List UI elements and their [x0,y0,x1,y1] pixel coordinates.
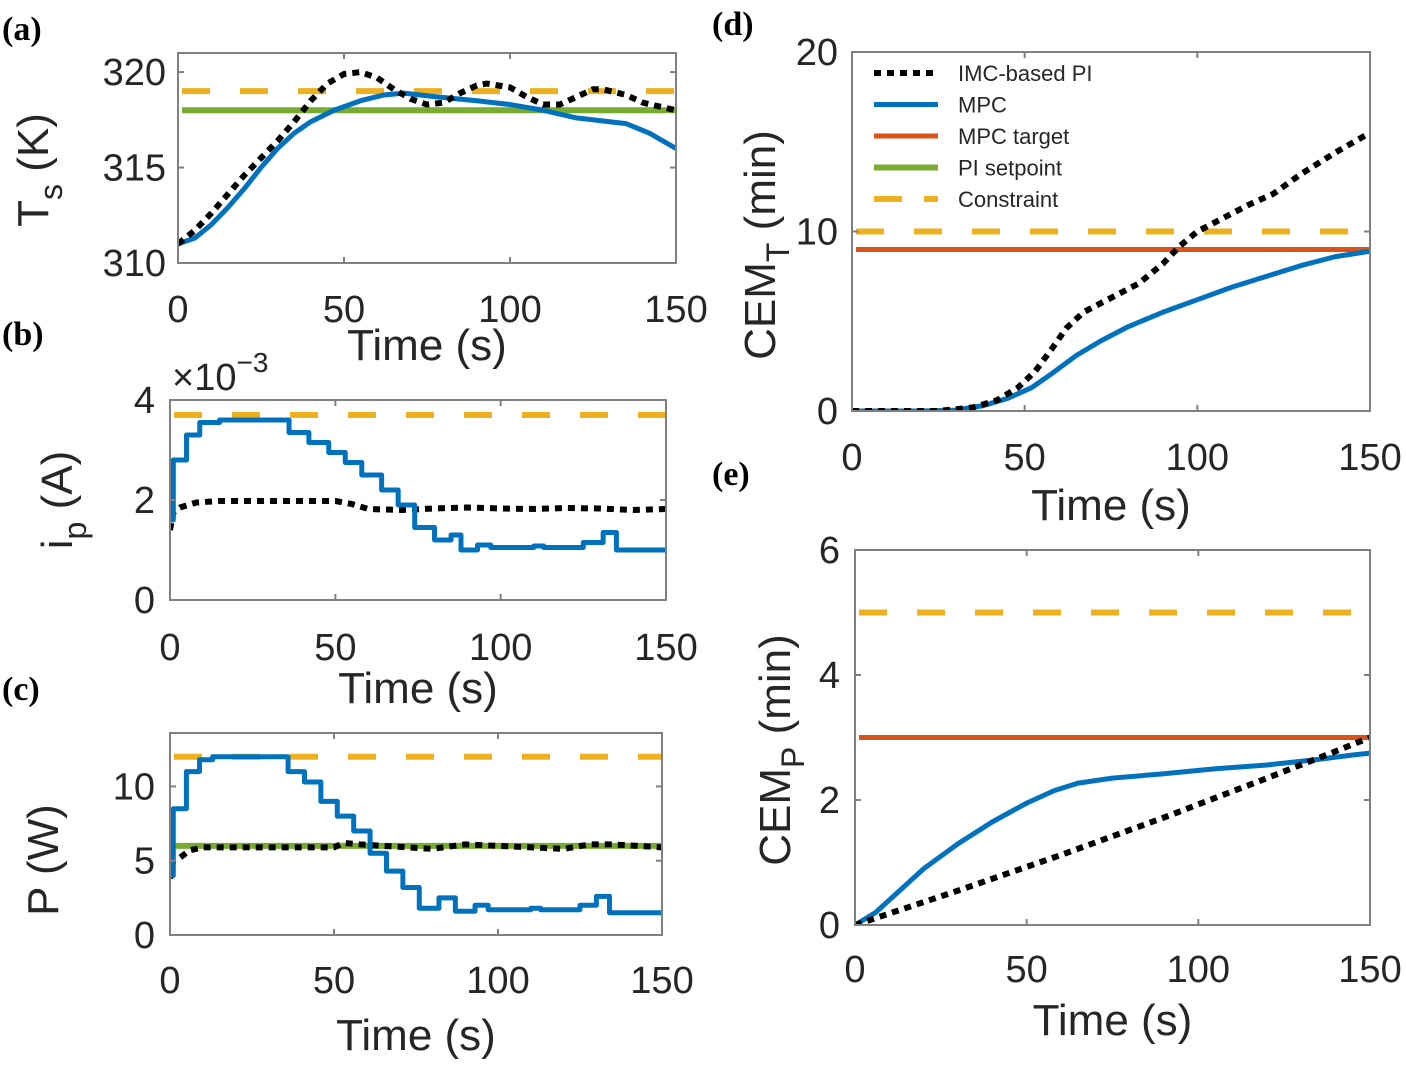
series-mpc [170,417,666,553]
panel-label: (a) [2,11,42,48]
y-tick-label: 10 [796,212,838,254]
x-tick-label: 0 [159,960,180,1002]
plot-area [170,753,662,916]
axis-multiplier: ×10−3 [172,347,268,399]
y-tick-label: 5 [134,841,155,883]
y-label-unit: (min) [751,634,800,746]
panel-c: (c) 0 50 100 150 0 5 10 Time (s) P (W) [2,671,694,1060]
x-axis-label: Time (s) [347,321,507,370]
y-label-main: i [33,539,82,549]
series-mpc [178,90,676,247]
x-tick-label: 50 [1006,949,1048,991]
x-axis-label: Time (s) [338,664,498,713]
series-imc-based-pi [855,734,1370,925]
panel-d: (d) 0 50 100 150 0 10 20 Time (s) CEMT (min) IMC-b… [712,6,1402,530]
x-tick-label: 150 [644,289,707,331]
x-tick-label: 100 [1166,437,1229,479]
y-tick-label: 320 [103,52,166,94]
y-tick-label: 0 [134,580,155,622]
panel-label: (c) [2,671,40,708]
x-tick-label: 100 [1167,949,1230,991]
y-axis-label: CEMT (min) [736,130,796,360]
y-tick-label: 6 [819,530,840,572]
series-imc-based-pi [170,498,666,531]
x-tick-label: 0 [841,437,862,479]
panel-e: (e) 0 50 100 150 0 2 4 6 Time (s) CEMP (min) [712,456,1402,1045]
multiplier-base: ×10 [172,357,236,399]
x-tick-label: 150 [1338,437,1401,479]
x-tick-label: 100 [466,960,529,1002]
series-mpc [170,754,662,916]
series-imc-based-pi [852,130,1370,411]
legend-entry: IMC-based PI [958,61,1093,86]
series-mpc [852,248,1370,411]
series-mpc [855,750,1370,925]
multiplier-exponent: −3 [236,347,268,378]
y-axis-label: Ts (K) [9,113,69,227]
x-tick-label: 150 [634,627,697,669]
panel-b: (b) 0 50 100 150 0 2 4 Time (s) ip (A) ×10−3 [2,316,698,713]
x-tick-label: 150 [630,960,693,1002]
y-label-subscript: p [57,522,93,540]
legend: IMC-based PI MPC MPC target PI setpoint Cons… [874,61,1093,212]
y-label-subscript: P [775,747,811,768]
legend-entry: PI setpoint [958,156,1062,181]
y-tick-label: 310 [103,243,166,285]
x-tick-label: 150 [1338,949,1401,991]
x-axis-label: Time (s) [1033,996,1193,1045]
plot-area [178,69,676,247]
x-tick-label: 0 [844,949,865,991]
panel-label: (d) [712,6,754,43]
x-axis-label: Time (s) [1031,481,1191,530]
legend-entry: MPC target [958,124,1069,149]
y-tick-label: 315 [103,148,166,190]
x-tick-label: 50 [323,289,365,331]
axes-box [177,52,677,264]
y-label-unit: (min) [736,130,785,242]
plot-area [855,609,1370,925]
panel-label: (b) [2,316,44,353]
y-label-main: P (W) [19,804,68,916]
panel-a: (a) 0 50 100 150 310 315 320 Time (s) Ts (K) [2,11,708,370]
legend-entry: MPC [958,93,1007,118]
series-imc-based-pi [170,839,662,880]
y-axis-label: CEMP (min) [751,634,811,866]
y-label-unit: (K) [9,113,58,184]
y-label-subscript: T [760,243,796,263]
plot-area [170,412,666,553]
y-tick-label: 0 [134,915,155,957]
plot-area [852,130,1370,411]
y-label-unit: (A) [33,451,82,522]
y-tick-label: 0 [819,905,840,947]
y-tick-label: 4 [819,655,840,697]
y-tick-label: 10 [113,766,155,808]
x-tick-label: 100 [478,289,541,331]
y-axis-label: P (W) [19,804,68,916]
y-tick-label: 2 [134,480,155,522]
panel-label: (e) [712,456,750,493]
y-axis-label: ip (A) [33,451,93,549]
x-tick-label: 50 [313,960,355,1002]
y-tick-label: 4 [134,380,155,422]
y-label-main: CEM [751,768,800,866]
axes-box [169,732,663,936]
x-tick-label: 50 [314,627,356,669]
x-tick-label: 0 [167,289,188,331]
y-tick-label: 2 [819,780,840,822]
y-label-subscript: s [33,184,69,200]
y-tick-label: 20 [796,32,838,74]
y-label-main: T [9,200,58,227]
x-tick-label: 0 [159,627,180,669]
x-tick-label: 50 [1004,437,1046,479]
y-tick-label: 0 [817,391,838,433]
x-axis-label: Time (s) [336,1011,496,1060]
axes-box [854,549,1371,926]
y-label-main: CEM [736,262,785,360]
legend-entry: Constraint [958,187,1058,212]
x-tick-label: 100 [469,627,532,669]
